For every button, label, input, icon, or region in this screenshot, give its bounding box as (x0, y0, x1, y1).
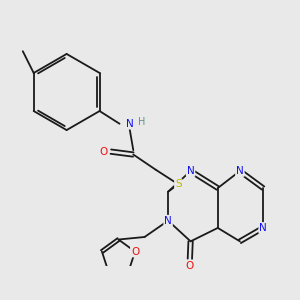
Text: N: N (187, 166, 194, 176)
Text: N: N (126, 119, 134, 129)
Text: O: O (186, 261, 194, 271)
Text: S: S (175, 179, 181, 189)
Text: O: O (131, 247, 139, 256)
Text: N: N (259, 223, 267, 233)
Text: N: N (236, 166, 244, 176)
Text: O: O (100, 147, 108, 157)
Text: H: H (138, 117, 146, 127)
Text: N: N (164, 216, 172, 226)
